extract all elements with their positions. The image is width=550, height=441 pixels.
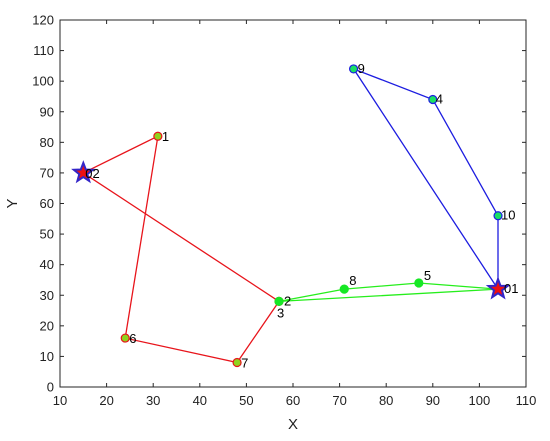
route-line-1	[82, 135, 280, 364]
y-tick-label: 100	[32, 74, 54, 89]
point-label-9: 9	[358, 61, 365, 76]
x-tick-label: 40	[193, 393, 207, 408]
point-label-6: 6	[129, 331, 136, 346]
route-line-3	[351, 67, 499, 290]
point-label-02: 02	[85, 166, 99, 181]
x-tick-label: 10	[53, 393, 67, 408]
route-line-2	[278, 282, 499, 303]
point-label-5: 5	[424, 268, 431, 283]
x-tick-label: 70	[332, 393, 346, 408]
depot-marker-02	[71, 160, 96, 184]
y-tick-label: 90	[40, 104, 54, 119]
point-label-8: 8	[349, 273, 356, 288]
point-label-1: 1	[162, 129, 169, 144]
x-tick-label: 30	[146, 393, 160, 408]
point-marker-8	[339, 284, 349, 294]
x-tick-label: 100	[469, 393, 491, 408]
y-tick-label: 80	[40, 135, 54, 150]
y-tick-label: 120	[32, 13, 54, 28]
depot-marker-01	[485, 276, 511, 300]
point-marker-4	[428, 94, 438, 105]
y-tick-label: 50	[40, 227, 54, 242]
point-markers	[71, 64, 511, 368]
x-tick-label: 110	[516, 393, 537, 408]
y-tick-label: 60	[40, 196, 54, 211]
point-marker-6	[120, 333, 130, 343]
point-marker-2	[274, 296, 284, 306]
x-tick-label: 60	[286, 393, 300, 408]
x-tick-label: 90	[426, 393, 440, 408]
point-marker-1	[153, 131, 163, 141]
point-marker-7	[232, 357, 242, 368]
x-axis-label: X	[288, 416, 298, 433]
y-tick-label: 40	[40, 257, 54, 272]
point-marker-5	[414, 278, 424, 288]
point-marker-10	[493, 211, 503, 221]
x-tick-label: 20	[99, 393, 113, 408]
y-tick-label: 30	[40, 288, 54, 303]
axis-ticks: 10 20 30 40 50 60 70 80 90 100 1100102030405060708…	[32, 13, 536, 409]
point-label-2: 2	[284, 293, 291, 308]
point-label-4: 4	[436, 92, 443, 107]
y-tick-label: 70	[40, 165, 54, 180]
plot-frame	[59, 19, 527, 388]
point-label-01: 01	[504, 281, 518, 296]
route-lines	[82, 67, 499, 364]
y-tick-label: 110	[33, 43, 54, 58]
point-label-7: 7	[241, 356, 248, 371]
point-label-3: 3	[277, 305, 284, 320]
x-tick-label: 80	[379, 393, 393, 408]
point-label-10: 10	[501, 208, 515, 223]
y-axis-label: Y	[4, 198, 21, 208]
y-tick-label: 0	[47, 380, 54, 395]
y-tick-label: 20	[40, 318, 54, 333]
y-tick-label: 10	[40, 349, 54, 364]
x-tick-label: 50	[239, 393, 253, 408]
point-marker-9	[348, 64, 359, 74]
